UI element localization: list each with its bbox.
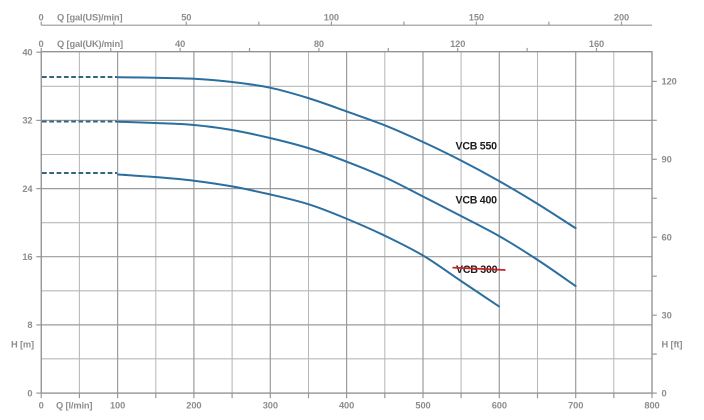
svg-text:150: 150 [469, 13, 484, 23]
svg-text:0: 0 [39, 401, 44, 411]
svg-text:60: 60 [662, 232, 672, 242]
svg-text:VCB 300: VCB 300 [456, 264, 498, 276]
svg-text:8: 8 [27, 320, 32, 330]
svg-text:700: 700 [568, 401, 583, 411]
svg-text:200: 200 [614, 13, 629, 23]
svg-text:VCB 550: VCB 550 [456, 141, 498, 153]
svg-text:50: 50 [181, 13, 191, 23]
svg-text:16: 16 [22, 252, 32, 262]
svg-text:120: 120 [662, 77, 677, 87]
svg-text:H [ft]: H [ft] [662, 340, 683, 350]
svg-text:40: 40 [175, 39, 185, 49]
svg-text:Q [gal(UK)/min]: Q [gal(UK)/min] [57, 39, 123, 49]
svg-text:90: 90 [662, 155, 672, 165]
svg-text:0: 0 [38, 39, 43, 49]
svg-text:800: 800 [644, 401, 659, 411]
svg-text:100: 100 [324, 13, 339, 23]
svg-text:H [m]: H [m] [11, 340, 34, 350]
svg-text:30: 30 [662, 310, 672, 320]
svg-text:VCB 400: VCB 400 [456, 195, 498, 207]
svg-text:600: 600 [492, 401, 507, 411]
svg-text:300: 300 [263, 401, 278, 411]
svg-text:0: 0 [27, 388, 32, 398]
svg-text:40: 40 [22, 47, 32, 57]
svg-text:24: 24 [22, 184, 33, 194]
svg-text:32: 32 [22, 116, 32, 126]
svg-text:Q [gal(US)/min]: Q [gal(US)/min] [57, 13, 122, 23]
svg-text:80: 80 [314, 39, 324, 49]
svg-text:100: 100 [110, 401, 125, 411]
svg-text:120: 120 [450, 39, 465, 49]
svg-text:400: 400 [339, 401, 354, 411]
svg-text:0: 0 [38, 13, 43, 23]
svg-text:200: 200 [186, 401, 201, 411]
svg-text:160: 160 [589, 39, 604, 49]
svg-text:500: 500 [415, 401, 430, 411]
svg-text:0: 0 [662, 388, 667, 398]
svg-text:Q [l/min]: Q [l/min] [56, 401, 92, 411]
